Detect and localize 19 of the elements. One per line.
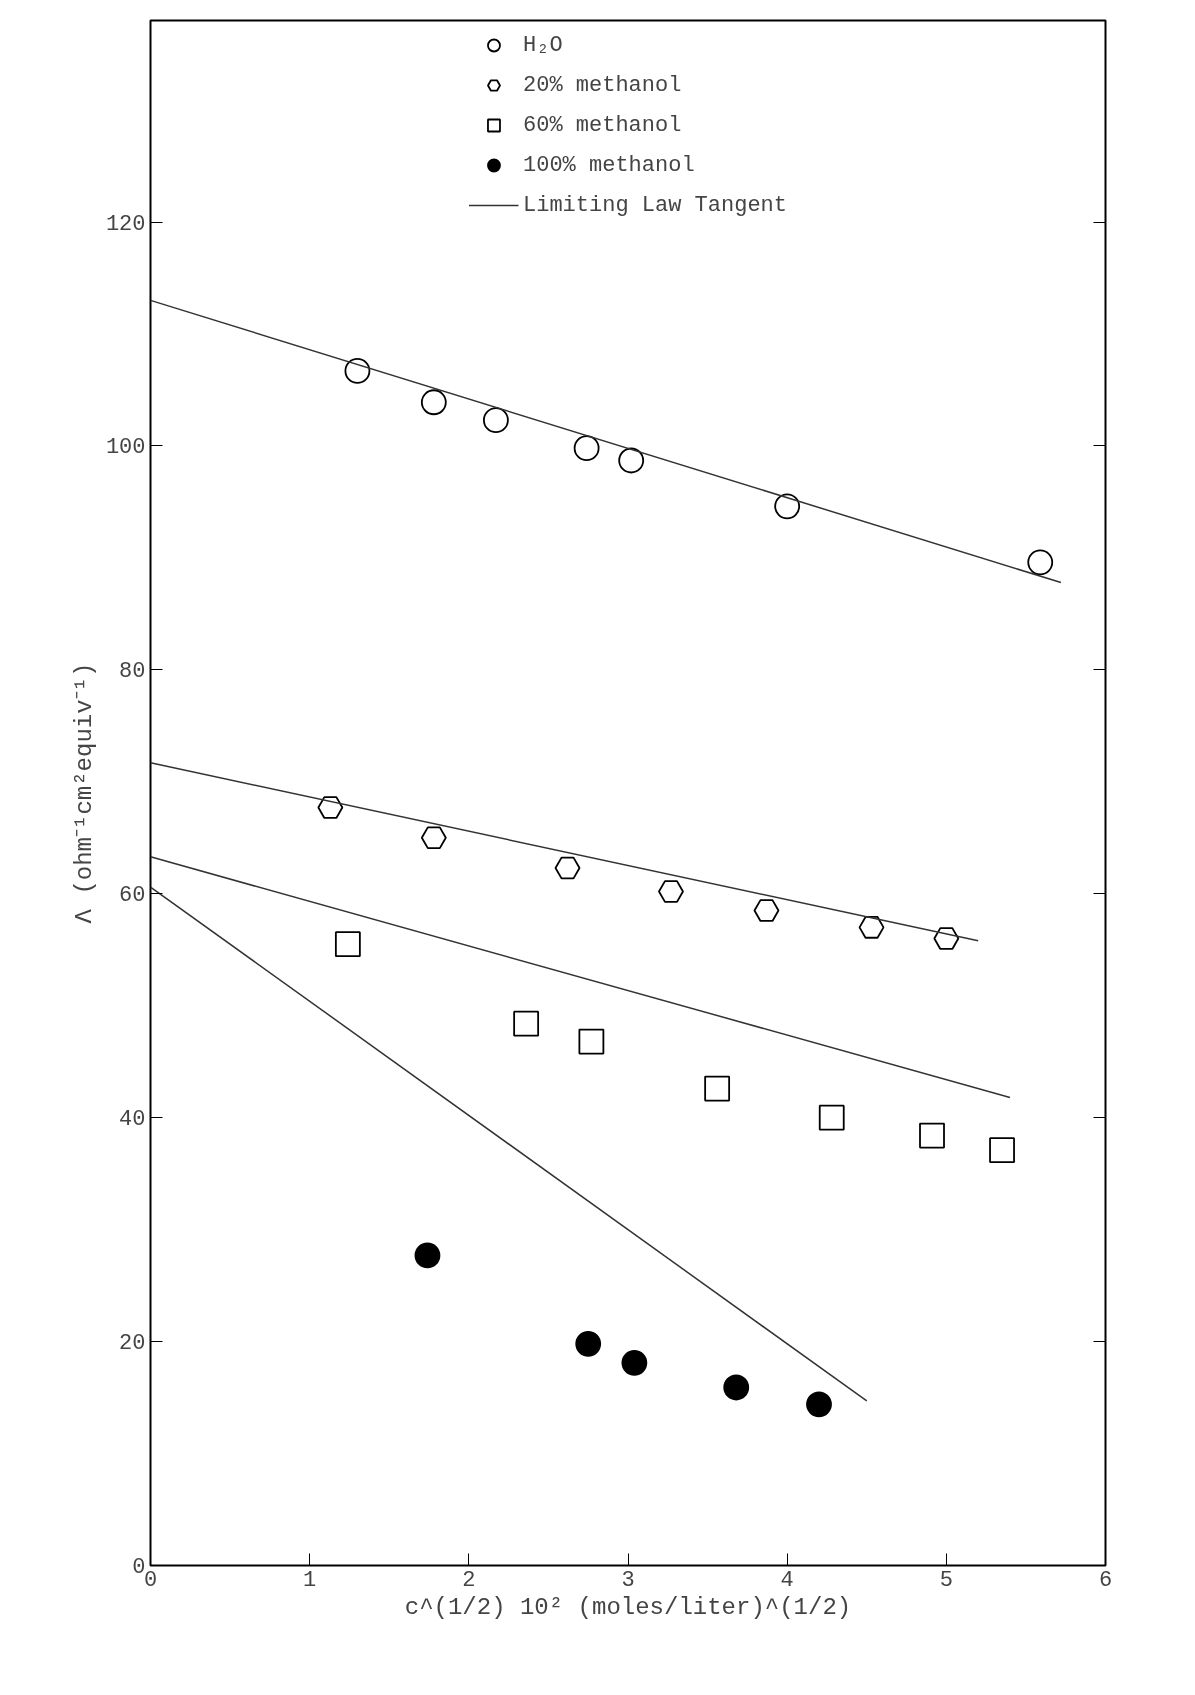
x-tick-label: 2 <box>462 1567 476 1593</box>
legend-label: 60% methanol <box>522 112 682 138</box>
legend-label: H₂O <box>522 32 563 58</box>
x-tick-label: 6 <box>1098 1567 1113 1593</box>
y-tick-label: 100 <box>105 435 146 461</box>
legend-label: Limiting Law Tangent <box>522 192 788 218</box>
x-axis-title: c^(1/2) 10² (moles/liter)^(1/2) <box>404 1593 852 1621</box>
legend-label: 100% methanol <box>522 152 695 178</box>
x-tick-label: 3 <box>621 1567 635 1593</box>
y-tick-label: 80 <box>119 659 146 685</box>
y-axis-title: Λ (ohm⁻¹cm²equiv⁻¹) <box>70 662 98 924</box>
y-tick-label: 20 <box>119 1331 146 1357</box>
legend-label: 20% methanol <box>522 72 682 98</box>
y-tick-label: 120 <box>105 211 146 237</box>
y-tick-label: 60 <box>119 883 146 909</box>
y-tick-label: 40 <box>119 1107 146 1133</box>
x-tick-label: 4 <box>780 1567 794 1593</box>
x-tick-label: 1 <box>303 1567 317 1593</box>
x-tick-label: 5 <box>939 1567 953 1593</box>
